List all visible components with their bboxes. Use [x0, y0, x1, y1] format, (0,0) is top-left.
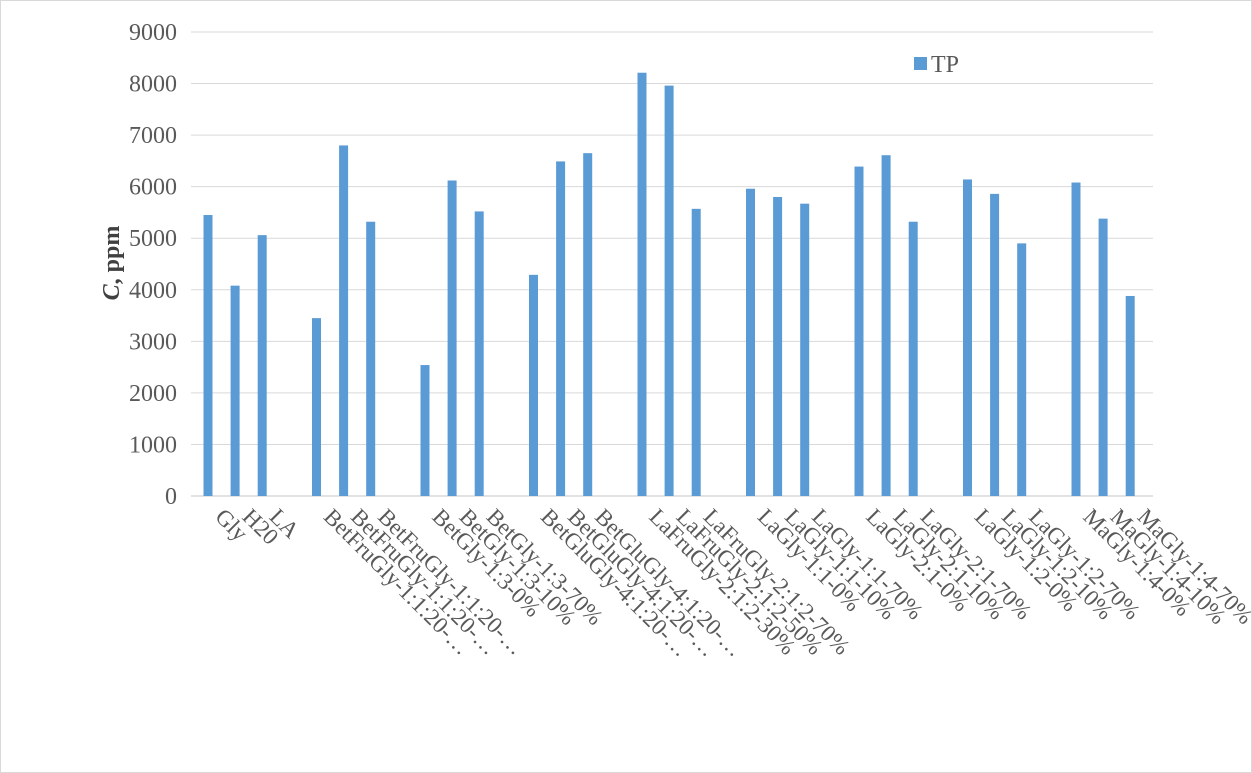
- bar-5-2: [800, 203, 810, 496]
- bar-1-1: [339, 145, 349, 496]
- bar-3-1: [556, 161, 566, 496]
- bar-6-2: [908, 221, 918, 497]
- y-axis-label-italic: C: [99, 283, 125, 300]
- bar-0-0: [203, 215, 213, 496]
- y-tick-label: 0: [165, 484, 177, 510]
- bar-0-1: [230, 285, 240, 496]
- bar-3-2: [583, 153, 593, 496]
- bar-1-0: [312, 318, 321, 496]
- y-tick-label: 1000: [129, 432, 177, 458]
- bar-4-1: [664, 85, 674, 497]
- bar-7-0: [963, 179, 972, 496]
- bar-5-0: [746, 188, 755, 496]
- legend: TP: [914, 52, 959, 78]
- bar-6-1: [881, 155, 891, 496]
- y-tick-label: 9000: [129, 20, 177, 46]
- bar-4-0: [637, 72, 647, 497]
- legend-label-tp: TP: [931, 52, 959, 78]
- bar-6-0: [854, 166, 864, 496]
- bar-3-0: [529, 274, 538, 496]
- bars: [203, 72, 1135, 497]
- bar-0-2: [257, 235, 267, 496]
- bar-7-2: [1017, 243, 1027, 496]
- y-tick-label: 7000: [129, 123, 177, 149]
- legend-swatch: [914, 57, 927, 70]
- bar-8-1: [1098, 218, 1108, 496]
- bar-5-1: [773, 196, 783, 496]
- bar-8-2: [1125, 295, 1135, 496]
- bar-2-2: [474, 211, 484, 496]
- bar-2-0: [420, 365, 430, 496]
- bar-4-2: [691, 208, 701, 496]
- y-tick-label: 6000: [129, 175, 177, 201]
- y-tick-label: 3000: [129, 329, 177, 355]
- y-axis-label-unit: , ppm: [99, 226, 125, 285]
- y-tick-label: 5000: [129, 226, 177, 252]
- y-tick-labels: 0 1000 2000 3000 4000 5000 6000 7000 8000 9000: [129, 20, 177, 510]
- bar-2-1: [447, 180, 457, 497]
- y-tick-label: 4000: [129, 278, 177, 304]
- bar-1-2: [366, 221, 376, 497]
- y-axis-label: C, ppm: [99, 226, 125, 301]
- bar-8-0: [1071, 182, 1081, 496]
- y-tick-label: 2000: [129, 381, 177, 407]
- y-tick-label: 8000: [129, 72, 177, 98]
- bar-7-1: [990, 193, 1000, 496]
